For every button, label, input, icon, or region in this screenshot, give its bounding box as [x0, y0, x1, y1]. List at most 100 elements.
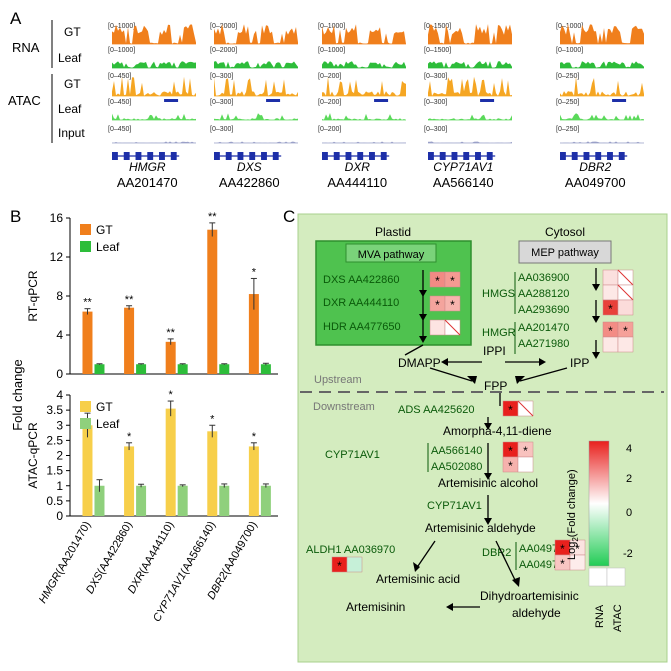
- mep-pathway-box: [518, 240, 612, 264]
- downstream-heatmap: ** **** **: [331, 400, 586, 573]
- scale-label: [0–1000]: [318, 47, 345, 54]
- heat-cell: [617, 299, 634, 316]
- legend-swatch: [80, 418, 91, 429]
- y-tick-label: 0: [56, 367, 63, 381]
- scale-label: [0–300]: [424, 126, 447, 133]
- colorbar-tick-0: 0: [626, 507, 632, 519]
- signal-track: [428, 24, 512, 44]
- bar-leaf: [219, 485, 230, 516]
- signal-track: [560, 76, 644, 96]
- bar-leaf: [94, 364, 105, 374]
- heat-cell-na: [617, 269, 634, 286]
- amorpha-label: Amorpha-4,11-diene: [443, 424, 552, 438]
- peak-marker: [612, 99, 627, 102]
- category-id: (AA049700): [220, 520, 260, 577]
- ads-label: ADS AA425620: [398, 404, 474, 416]
- y-tick-label: 8: [56, 289, 63, 303]
- scale-label: [0–1000]: [556, 23, 583, 30]
- scale-label: [0–250]: [556, 99, 579, 106]
- signal-track: [428, 114, 512, 120]
- scale-label: [0–200]: [318, 73, 341, 80]
- heat-cell-star: *: [523, 444, 528, 458]
- category-id: (AA566140): [178, 520, 218, 577]
- scale-label: [0–2000]: [210, 47, 237, 54]
- scale-label: [0–450]: [108, 99, 131, 106]
- row-label-rna-gt: GT: [64, 25, 81, 39]
- heat-cell: [517, 456, 534, 473]
- gene-exon: [571, 152, 578, 160]
- category-label: HMGR(AA201470): [37, 520, 94, 606]
- scale-label: [0–1000]: [108, 47, 135, 54]
- gene-exon: [486, 152, 493, 160]
- heat-cell: [602, 284, 619, 301]
- gene-exon: [451, 152, 458, 160]
- heat-cell-star: *: [508, 459, 513, 473]
- dbr2-label: DBR2: [482, 547, 511, 559]
- colorbar-tick-neg2: -2: [623, 548, 633, 560]
- y-tick-label: 4: [56, 328, 63, 342]
- legend-label: GT: [96, 223, 113, 237]
- signal-track: [428, 76, 512, 96]
- y-tick-label: 2: [56, 449, 63, 463]
- signal-track: [112, 113, 196, 120]
- art-acid-label: Artemisinic acid: [376, 572, 460, 586]
- gene-exon: [214, 152, 220, 160]
- category-gene: HMGR: [37, 570, 64, 605]
- category-id: (AA444110): [137, 520, 176, 576]
- heat-cell-star: *: [623, 324, 628, 338]
- bar-gt: [124, 446, 135, 516]
- gene-exon: [135, 152, 142, 160]
- y-tick-label: 1.5: [46, 464, 63, 478]
- gene-exon: [112, 152, 118, 160]
- art-alcohol-label: Artemisinic alcohol: [438, 476, 538, 490]
- legend-swatch: [80, 241, 91, 252]
- gene-exon: [123, 152, 130, 160]
- panel-c-label: C: [283, 207, 295, 226]
- col-label-atac: ATAC: [612, 604, 624, 632]
- upstream-label: Upstream: [314, 374, 362, 386]
- gene-exon: [380, 152, 387, 160]
- col-label-rna: RNA: [594, 604, 606, 628]
- scale-label: [0–300]: [210, 73, 233, 80]
- downstream-arrows: [417, 417, 517, 608]
- gene-exon: [170, 152, 177, 160]
- y-tick-label: 0.5: [46, 494, 63, 508]
- gene-exon: [439, 152, 446, 160]
- significance-mark: **: [208, 211, 217, 223]
- scale-label: [0–1000]: [108, 23, 135, 30]
- gene-exon: [147, 152, 154, 160]
- colorbar-tick-4: 4: [626, 443, 632, 455]
- gene-exon: [428, 152, 434, 160]
- scale-label: [0–2000]: [210, 23, 237, 30]
- heat-cell: [444, 271, 461, 288]
- upstream-heatmap: * * * * * * *: [429, 269, 634, 353]
- y-tick-label: 1: [56, 479, 63, 493]
- heat-cell-star: *: [435, 298, 440, 312]
- heat-cell-na: [617, 284, 634, 301]
- gene-exon: [333, 152, 340, 160]
- heat-cell: [602, 336, 619, 353]
- mva-pathway-title: MVA pathway: [358, 249, 425, 261]
- heat-cell-star: *: [450, 298, 455, 312]
- heat-cell: [602, 269, 619, 286]
- gene-accession: AA049700: [565, 175, 626, 190]
- upstream-arrowheads: [419, 284, 600, 384]
- heat-cell-star: *: [508, 403, 513, 417]
- scale-label: [0–450]: [108, 126, 131, 133]
- signal-track: [322, 61, 406, 68]
- gene-exon: [272, 152, 279, 160]
- gene-exon: [618, 152, 625, 160]
- ippi-label: IPPI: [483, 344, 506, 358]
- gene-exon: [159, 152, 165, 160]
- colorbar-tick-2: 2: [626, 473, 632, 485]
- significance-mark: **: [125, 294, 134, 306]
- category-label: DXR(AA444110): [126, 520, 177, 596]
- bar-gt: [248, 294, 259, 374]
- gene-name: DXR: [345, 160, 371, 174]
- downstream-arrowheads: [413, 423, 520, 611]
- gene-accession: AA201470: [117, 175, 178, 190]
- heat-cell-star: *: [575, 542, 580, 556]
- panel-c: C Plastid Cytosol MVA pathway DXS AA4228…: [283, 207, 668, 663]
- legend-swatch: [80, 224, 91, 235]
- colorbar-title: Log2(Fold change): [566, 469, 580, 560]
